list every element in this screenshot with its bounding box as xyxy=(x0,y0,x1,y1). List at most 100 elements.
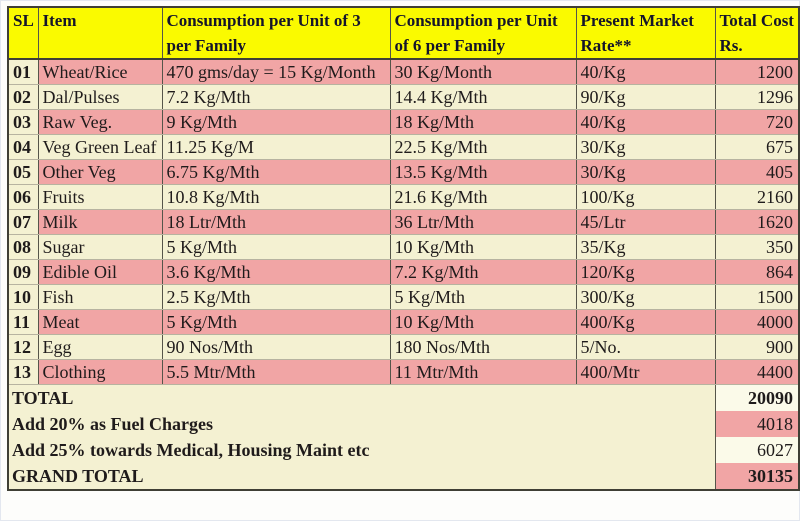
consumption-6-cell: 21.6 Kg/Mth xyxy=(389,184,576,210)
cost-cell: 4000 xyxy=(714,309,799,335)
table-row: 04 Veg Green Leaf 11.25 Kg/M 22.5 Kg/Mth 30/… xyxy=(7,134,799,160)
summary-value: 6027 xyxy=(714,437,799,463)
cost-cell: 405 xyxy=(714,159,799,185)
item-cell: Clothing xyxy=(37,359,162,385)
item-cell: Sugar xyxy=(37,234,162,260)
consumption-3-cell: 11.25 Kg/M xyxy=(161,134,390,160)
sl-cell: 10 xyxy=(7,284,38,310)
rate-cell: 400/Kg xyxy=(575,309,715,335)
cost-cell: 720 xyxy=(714,109,799,135)
consumption-3-cell: 5 Kg/Mth xyxy=(161,234,390,260)
sl-cell: 01 xyxy=(7,59,38,85)
consumption-6-cell: 5 Kg/Mth xyxy=(389,284,576,310)
rate-cell: 120/Kg xyxy=(575,259,715,285)
rate-cell: 45/Ltr xyxy=(575,209,715,235)
consumption-6-cell: 22.5 Kg/Mth xyxy=(389,134,576,160)
sl-cell: 04 xyxy=(7,134,38,160)
col-header-total-cost: Total Cost Rs. xyxy=(714,7,799,60)
col-header-sl: SL xyxy=(7,7,38,60)
col-header-market-rate: Present Market Rate** xyxy=(575,7,715,60)
consumption-6-cell: 10 Kg/Mth xyxy=(389,234,576,260)
summary-value: 30135 xyxy=(714,463,799,490)
col-header-item: Item xyxy=(37,7,162,60)
cost-cell: 2160 xyxy=(714,184,799,210)
table-body: 01 Wheat/Rice 470 gms/day = 15 Kg/Month 30 … xyxy=(7,59,799,385)
cost-cell: 1200 xyxy=(714,59,799,85)
item-cell: Raw Veg. xyxy=(37,109,162,135)
table-row: 07 Milk 18 Ltr/Mth 36 Ltr/Mth 45/Ltr 1620 xyxy=(7,209,799,235)
sl-cell: 06 xyxy=(7,184,38,210)
cost-cell: 1620 xyxy=(714,209,799,235)
summary-label: Add 25% towards Medical, Housing Maint e… xyxy=(8,437,715,463)
table-row: 03 Raw Veg. 9 Kg/Mth 18 Kg/Mth 40/Kg 720 xyxy=(7,109,799,135)
item-cell: Dal/Pulses xyxy=(37,84,162,110)
consumption-6-cell: 10 Kg/Mth xyxy=(389,309,576,335)
item-cell: Other Veg xyxy=(37,159,162,185)
consumption-3-cell: 10.8 Kg/Mth xyxy=(161,184,390,210)
item-cell: Fish xyxy=(37,284,162,310)
cost-cell: 4400 xyxy=(714,359,799,385)
consumption-6-cell: 36 Ltr/Mth xyxy=(389,209,576,235)
consumption-6-cell: 18 Kg/Mth xyxy=(389,109,576,135)
table-row: 05 Other Veg 6.75 Kg/Mth 13.5 Kg/Mth 30/Kg 40… xyxy=(7,159,799,185)
rate-cell: 30/Kg xyxy=(575,134,715,160)
sl-cell: 03 xyxy=(7,109,38,135)
col-header-consumption-3: Consumption per Unit of 3 per Family xyxy=(161,7,390,60)
sl-cell: 05 xyxy=(7,159,38,185)
consumption-6-cell: 14.4 Kg/Mth xyxy=(389,84,576,110)
summary-value: 20090 xyxy=(714,384,799,411)
rate-cell: 35/Kg xyxy=(575,234,715,260)
cost-cell: 675 xyxy=(714,134,799,160)
consumption-3-cell: 7.2 Kg/Mth xyxy=(161,84,390,110)
header-row: SL Item Consumption per Unit of 3 per Fa… xyxy=(7,7,799,60)
summary-value: 4018 xyxy=(714,411,799,437)
rate-cell: 300/Kg xyxy=(575,284,715,310)
table-row: 01 Wheat/Rice 470 gms/day = 15 Kg/Month 30 … xyxy=(7,59,799,85)
sl-cell: 02 xyxy=(7,84,38,110)
summary-row: GRAND TOTAL 30135 xyxy=(8,463,799,490)
rate-cell: 100/Kg xyxy=(575,184,715,210)
item-cell: Meat xyxy=(37,309,162,335)
rate-cell: 30/Kg xyxy=(575,159,715,185)
consumption-6-cell: 180 Nos/Mth xyxy=(389,334,576,360)
sl-cell: 13 xyxy=(7,359,38,385)
consumption-3-cell: 90 Nos/Mth xyxy=(161,334,390,360)
summary-label: GRAND TOTAL xyxy=(8,463,715,490)
item-cell: Milk xyxy=(37,209,162,235)
table-summary: TOTAL 20090 Add 20% as Fuel Charges 4018 Add… xyxy=(8,384,799,490)
consumption-6-cell: 13.5 Kg/Mth xyxy=(389,159,576,185)
summary-row: Add 25% towards Medical, Housing Maint e… xyxy=(8,437,799,463)
consumption-6-cell: 11 Mtr/Mth xyxy=(389,359,576,385)
cost-cell: 350 xyxy=(714,234,799,260)
table-row: 12 Egg 90 Nos/Mth 180 Nos/Mth 5/No. 900 xyxy=(7,334,799,360)
sl-cell: 12 xyxy=(7,334,38,360)
table-row: 13 Clothing 5.5 Mtr/Mth 11 Mtr/Mth 400/Mtr 44… xyxy=(7,359,799,385)
table-row: 11 Meat 5 Kg/Mth 10 Kg/Mth 400/Kg 4000 xyxy=(7,309,799,335)
consumption-3-cell: 2.5 Kg/Mth xyxy=(161,284,390,310)
table-row: 08 Sugar 5 Kg/Mth 10 Kg/Mth 35/Kg 350 xyxy=(7,234,799,260)
consumption-3-cell: 9 Kg/Mth xyxy=(161,109,390,135)
cost-table: SL Item Consumption per Unit of 3 per Fa… xyxy=(7,6,800,491)
consumption-3-cell: 5 Kg/Mth xyxy=(161,309,390,335)
rate-cell: 400/Mtr xyxy=(575,359,715,385)
table-row: 02 Dal/Pulses 7.2 Kg/Mth 14.4 Kg/Mth 90/Kg 12… xyxy=(7,84,799,110)
consumption-3-cell: 470 gms/day = 15 Kg/Month xyxy=(161,59,390,85)
summary-label: Add 20% as Fuel Charges xyxy=(8,411,715,437)
rate-cell: 5/No. xyxy=(575,334,715,360)
rate-cell: 40/Kg xyxy=(575,59,715,85)
consumption-6-cell: 30 Kg/Month xyxy=(389,59,576,85)
rate-cell: 40/Kg xyxy=(575,109,715,135)
consumption-3-cell: 3.6 Kg/Mth xyxy=(161,259,390,285)
sl-cell: 09 xyxy=(7,259,38,285)
rate-cell: 90/Kg xyxy=(575,84,715,110)
table-row: 10 Fish 2.5 Kg/Mth 5 Kg/Mth 300/Kg 1500 xyxy=(7,284,799,310)
consumption-6-cell: 7.2 Kg/Mth xyxy=(389,259,576,285)
item-cell: Egg xyxy=(37,334,162,360)
col-header-consumption-6: Consumption per Unit of 6 per Family xyxy=(389,7,576,60)
sl-cell: 08 xyxy=(7,234,38,260)
item-cell: Veg Green Leaf xyxy=(37,134,162,160)
consumption-3-cell: 18 Ltr/Mth xyxy=(161,209,390,235)
summary-label: TOTAL xyxy=(8,384,715,411)
cost-cell: 1296 xyxy=(714,84,799,110)
table-header: SL Item Consumption per Unit of 3 per Fa… xyxy=(7,7,799,60)
